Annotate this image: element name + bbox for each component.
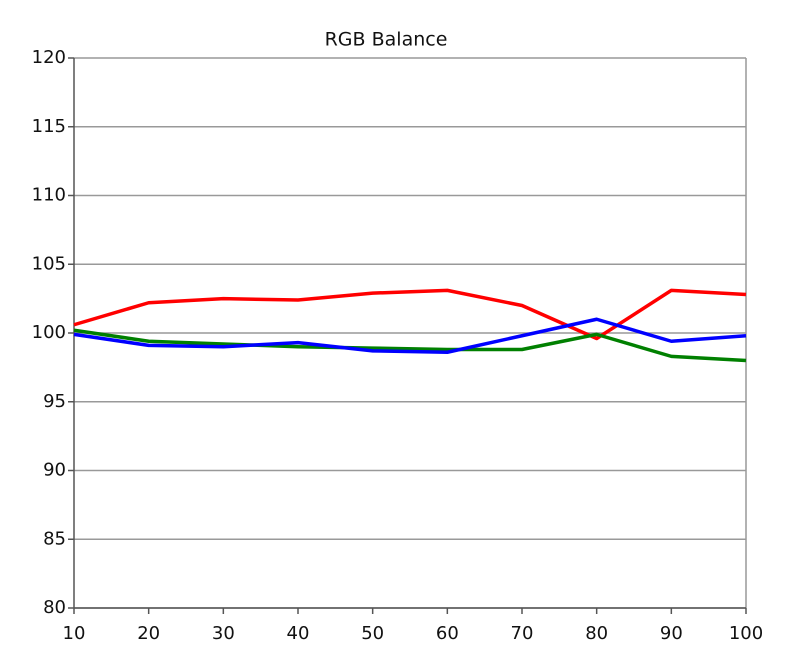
series-line xyxy=(73,317,747,354)
y-tick-label: 80 xyxy=(43,597,66,618)
x-tick-label: 10 xyxy=(63,623,86,644)
y-tick-label: 100 xyxy=(32,322,66,343)
x-tick-label: 20 xyxy=(137,623,160,644)
chart-title: RGB Balance xyxy=(325,29,448,51)
x-tick-label: 60 xyxy=(436,623,459,644)
x-tick-label: 100 xyxy=(729,623,763,644)
x-tick-label: 30 xyxy=(212,623,235,644)
y-tick-label: 90 xyxy=(43,460,66,481)
y-tick-label: 110 xyxy=(32,185,66,206)
y-tick-label: 85 xyxy=(43,528,66,549)
series-line xyxy=(73,288,747,341)
y-tick-label: 120 xyxy=(32,47,66,68)
x-tick-label: 80 xyxy=(585,623,608,644)
y-tick-label: 95 xyxy=(43,391,66,412)
x-tick-label: 70 xyxy=(511,623,534,644)
series-line xyxy=(73,328,747,363)
x-tick-label: 40 xyxy=(287,623,310,644)
x-tick-label: 90 xyxy=(660,623,683,644)
y-tick-label: 105 xyxy=(32,253,66,274)
y-tick-label: 115 xyxy=(32,116,66,137)
x-tick-label: 50 xyxy=(361,623,384,644)
